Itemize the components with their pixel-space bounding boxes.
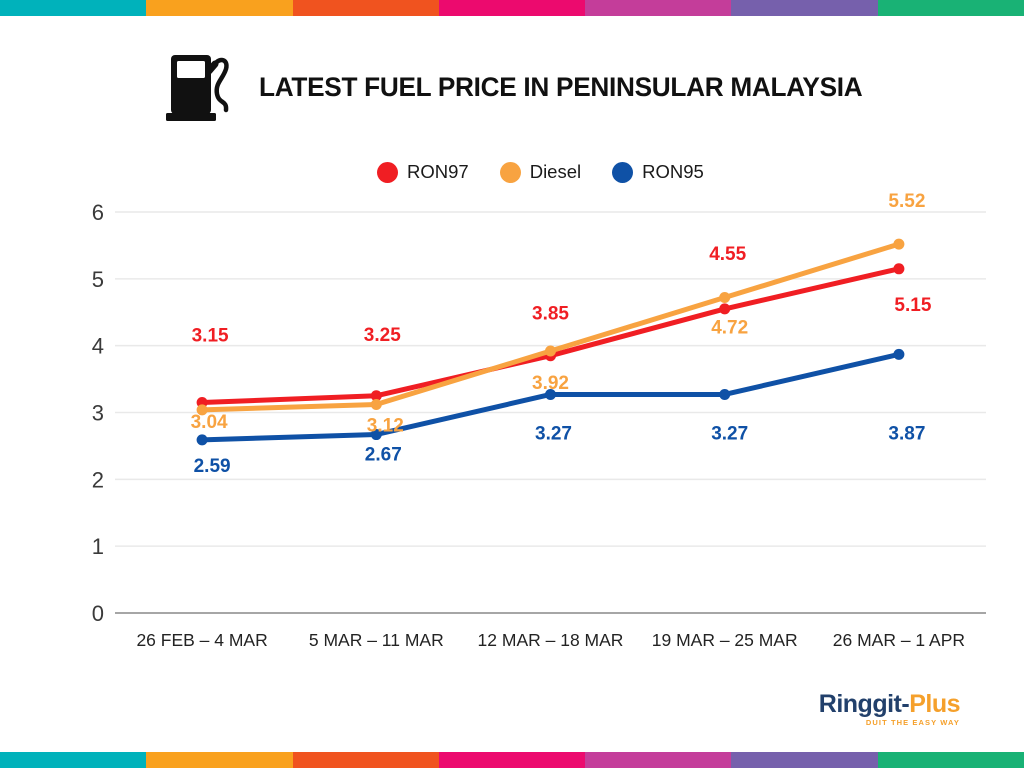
data-label-RON97-5: 5.15 (894, 295, 931, 316)
data-label-RON95-3: 3.27 (535, 423, 572, 444)
y-tick-label-2: 2 (92, 467, 104, 492)
data-point-Diesel-5 (893, 238, 905, 250)
bottom-color-bar-segment-2 (146, 752, 293, 768)
bottom-color-bar-segment-4 (438, 752, 586, 768)
top-color-bar-segment-3 (292, 0, 439, 16)
top-color-bar-segment-7 (877, 0, 1024, 16)
y-tick-label-0: 0 (92, 601, 104, 626)
data-point-Diesel-4 (719, 292, 731, 304)
data-point-RON97-5 (893, 263, 905, 275)
chart-legend: RON97 Diesel RON95 (377, 161, 704, 183)
data-label-RON97-1: 3.15 (192, 325, 229, 346)
data-label-Diesel-3: 3.92 (532, 373, 569, 394)
data-label-Diesel-5: 5.52 (888, 191, 925, 212)
logo-tagline: DUIT THE EASY WAY (865, 718, 960, 727)
data-point-RON95-5 (893, 348, 905, 360)
data-label-RON97-2: 3.25 (364, 325, 401, 346)
legend-dot-diesel (499, 161, 521, 183)
x-tick-label-4: 19 MAR – 25 MAR (652, 630, 798, 650)
data-label-RON97-3: 3.85 (532, 304, 569, 325)
logo-part-plus: Plus (909, 690, 960, 718)
data-label-RON97-4: 4.55 (709, 244, 746, 265)
header: LATEST FUEL PRICE IN PENINSULAR MALAYSIA (165, 52, 881, 122)
data-point-RON95-4 (719, 388, 731, 400)
legend-item-ron95: RON95 (612, 161, 704, 183)
bottom-color-bar-segment-3 (292, 752, 439, 768)
top-color-bar-segment-4 (438, 0, 586, 16)
data-label-RON95-1: 2.59 (194, 456, 231, 477)
data-label-RON95-5: 3.87 (888, 423, 925, 444)
x-tick-label-5: 26 MAR – 1 APR (833, 630, 965, 650)
data-label-Diesel-1: 3.04 (191, 412, 228, 433)
page-title: LATEST FUEL PRICE IN PENINSULAR MALAYSIA (259, 71, 863, 102)
y-tick-label-3: 3 (92, 401, 104, 426)
logo-part-ringgit: Ringgit (818, 690, 902, 718)
data-label-Diesel-4: 4.72 (711, 318, 748, 339)
data-point-Diesel-2 (370, 398, 382, 410)
y-tick-label-1: 1 (92, 534, 104, 559)
bottom-color-bar-segment-7 (877, 752, 1024, 768)
bottom-color-bar-segment-6 (731, 752, 878, 768)
data-label-RON95-4: 3.27 (711, 423, 748, 444)
y-tick-label-6: 6 (92, 200, 104, 225)
legend-dot-ron97 (377, 161, 398, 183)
legend-label-ron95: RON95 (642, 161, 704, 182)
y-tick-label-4: 4 (92, 334, 104, 359)
fuel-pump-icon (166, 55, 229, 121)
legend-item-ron97: RON97 (377, 161, 469, 183)
y-tick-label-5: 5 (92, 267, 104, 292)
data-point-Diesel-3 (545, 345, 556, 357)
x-tick-label-2: 5 MAR – 11 MAR (309, 630, 444, 650)
logo-separator: - (901, 690, 910, 718)
data-point-Diesel-1 (196, 404, 208, 416)
top-color-bar-segment-5 (585, 0, 732, 16)
top-color-bar-segment-6 (731, 0, 878, 16)
bottom-color-bar-segment-1 (0, 752, 147, 768)
legend-item-diesel: Diesel (499, 161, 582, 183)
legend-label-ron97: RON97 (407, 161, 469, 182)
ringgitplus-logo: Ringgit-Plus DUIT THE EASY WAY (818, 690, 961, 727)
top-color-bar-segment-1 (0, 0, 147, 16)
data-point-RON97-4 (719, 303, 731, 315)
data-point-RON95-3 (545, 388, 556, 400)
top-color-bar-segment-2 (146, 0, 293, 16)
x-tick-label-1: 26 FEB – 4 MAR (136, 630, 267, 650)
data-label-Diesel-2: 3.12 (367, 415, 404, 436)
legend-label-diesel: Diesel (529, 161, 582, 182)
legend-dot-ron95 (612, 161, 634, 183)
data-point-RON95-2 (370, 429, 382, 441)
data-label-RON95-2: 2.67 (365, 445, 402, 466)
top-color-bar (0, 0, 1024, 16)
bottom-color-bar (0, 752, 1024, 768)
data-point-RON97-2 (370, 390, 382, 402)
bottom-color-bar-segment-5 (585, 752, 732, 768)
logo-wordmark: Ringgit-Plus (818, 690, 961, 718)
data-point-RON95-1 (196, 434, 208, 446)
x-tick-label-3: 12 MAR – 18 MAR (478, 630, 624, 650)
